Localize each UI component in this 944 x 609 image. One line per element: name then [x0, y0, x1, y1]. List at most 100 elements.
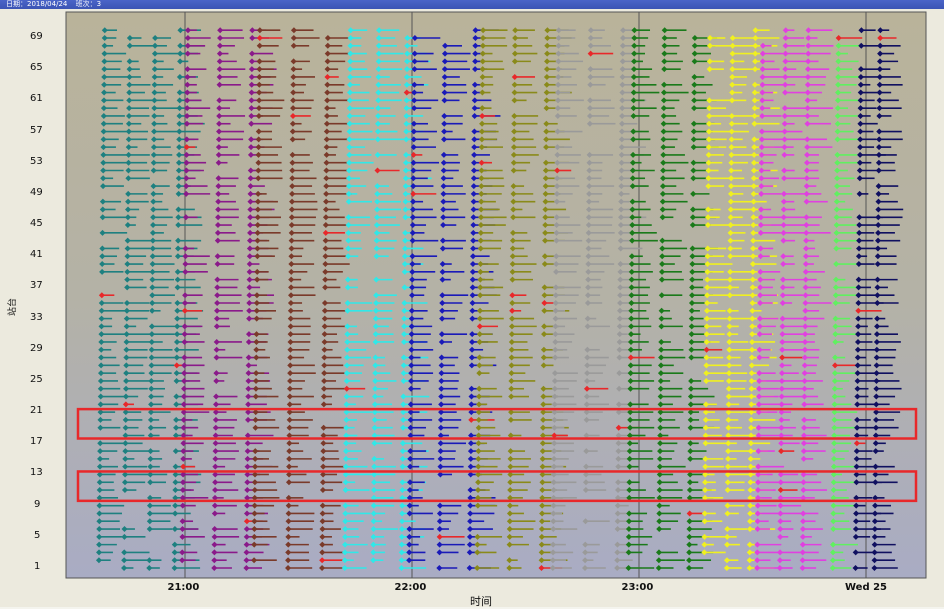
station-marker [540, 346, 547, 353]
station-marker [871, 565, 878, 571]
station-marker [321, 346, 328, 353]
station-marker [179, 533, 186, 540]
station-marker [582, 518, 589, 525]
station-marker [748, 401, 755, 408]
station-marker [831, 377, 838, 384]
station-marker [176, 112, 183, 119]
station-marker [370, 541, 377, 548]
station-marker [541, 292, 548, 299]
station-marker [690, 120, 697, 127]
station-marker [470, 253, 477, 260]
station-marker [853, 479, 860, 486]
station-marker [439, 276, 446, 283]
station-marker [704, 276, 711, 283]
station-marker [286, 455, 293, 462]
station-marker [724, 487, 731, 494]
station-marker [872, 471, 879, 478]
station-marker [506, 533, 513, 540]
station-marker [123, 354, 130, 361]
station-marker [254, 253, 261, 260]
station-marker [705, 206, 712, 213]
station-marker [656, 502, 663, 509]
station-marker [689, 261, 696, 268]
station-marker [247, 222, 254, 229]
station-marker [778, 448, 785, 455]
station-marker [247, 229, 254, 236]
station-marker [552, 346, 559, 353]
station-marker [479, 66, 486, 73]
station-marker [470, 175, 477, 182]
station-marker [873, 354, 880, 361]
station-marker [289, 151, 296, 158]
station-marker [125, 175, 132, 182]
station-marker [755, 487, 762, 494]
station-marker [615, 463, 622, 470]
station-marker [216, 105, 223, 112]
station-marker [759, 112, 766, 119]
station-marker [553, 253, 560, 260]
station-marker [542, 214, 549, 221]
station-marker [854, 416, 861, 423]
station-marker [550, 487, 557, 494]
station-marker [618, 198, 625, 205]
station-marker [620, 27, 627, 34]
station-marker [615, 432, 622, 439]
station-marker [853, 518, 860, 525]
station-marker [544, 42, 551, 49]
station-marker [703, 323, 710, 330]
station-marker [404, 42, 411, 49]
station-marker [213, 370, 220, 377]
station-marker [173, 354, 180, 361]
station-marker [854, 424, 861, 431]
station-marker [615, 409, 622, 416]
station-marker [510, 159, 517, 166]
station-marker [408, 346, 415, 353]
station-marker [440, 151, 447, 158]
station-marker [658, 315, 665, 322]
station-marker [477, 222, 484, 229]
station-marker [618, 190, 625, 197]
station-marker [323, 206, 330, 213]
station-marker [374, 151, 381, 158]
station-marker [151, 73, 158, 80]
station-marker [832, 300, 839, 306]
station-marker [618, 183, 625, 190]
station-marker [289, 183, 296, 190]
station-marker [347, 66, 354, 73]
station-marker [629, 159, 636, 166]
station-marker [726, 323, 733, 330]
station-marker [586, 183, 593, 190]
station-marker [550, 541, 557, 548]
station-marker [509, 323, 516, 330]
station-marker [181, 385, 188, 392]
station-marker [833, 198, 840, 205]
station-marker [172, 448, 179, 455]
station-marker [628, 307, 635, 314]
station-marker [290, 58, 297, 65]
station-marker [686, 518, 693, 525]
station-marker [254, 229, 261, 236]
station-marker [585, 222, 592, 229]
station-marker [658, 338, 665, 345]
station-marker [702, 424, 709, 431]
station-marker [476, 338, 483, 345]
station-marker [243, 557, 250, 564]
train-column [506, 27, 539, 571]
station-marker [467, 471, 474, 478]
station-marker [853, 471, 860, 478]
station-marker [408, 315, 415, 322]
station-marker [803, 167, 810, 174]
station-marker [874, 300, 881, 306]
station-marker [729, 89, 736, 96]
station-marker [407, 448, 414, 455]
station-marker [323, 183, 330, 190]
station-marker [582, 487, 589, 494]
station-marker [173, 424, 180, 431]
station-marker [99, 245, 106, 252]
station-marker [121, 557, 128, 564]
x-tick-label: Wed 25 [845, 582, 888, 593]
station-marker [475, 432, 482, 439]
station-marker [466, 565, 473, 571]
station-marker [176, 105, 183, 112]
station-marker [660, 128, 667, 135]
